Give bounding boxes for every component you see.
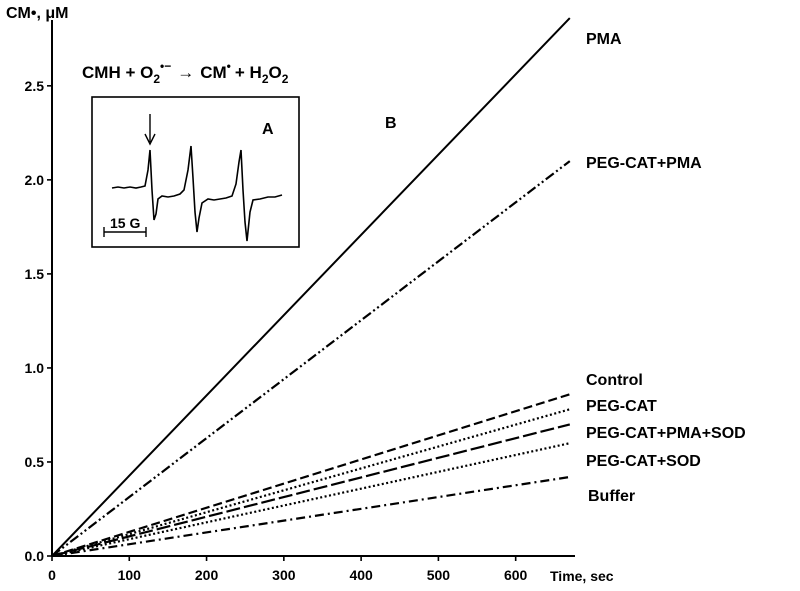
series-line-peg-cat-pma-sod: [51, 423, 571, 558]
reaction-equation: CMH + O2•− → CM• + H2O2: [82, 59, 289, 86]
y-tick-label: 2.0: [25, 172, 45, 188]
y-tick-label: 2.5: [25, 78, 45, 94]
inset-epr-spectrum: A 15 G: [91, 96, 300, 248]
series-label-peg-cat-sod: PEG-CAT+SOD: [586, 453, 701, 470]
x-ticks: 0 100 200 300 400 500 600: [48, 556, 528, 583]
series-line-buffer: [51, 475, 570, 558]
x-axis-label: Time, sec: [550, 568, 614, 584]
scale-bar-label: 15 G: [110, 215, 140, 231]
y-tick-label: 0.0: [25, 548, 45, 564]
x-tick-label: 600: [504, 567, 528, 583]
y-tick-label: 0.5: [25, 454, 45, 470]
x-tick-label: 200: [195, 567, 219, 583]
series-labels: PMA PEG-CAT+PMA Control PEG-CAT PEG-CAT+PMA+…: [586, 31, 746, 505]
x-tick-label: 400: [349, 567, 373, 583]
y-tick-label: 1.5: [25, 266, 45, 282]
peak-arrow-head-icon: [144, 133, 156, 146]
series-line-pma: [51, 17, 571, 557]
x-tick-label: 500: [427, 567, 451, 583]
series-label-control: Control: [586, 372, 643, 389]
x-tick-label: 300: [272, 567, 296, 583]
series-line-peg-cat: [51, 408, 571, 558]
y-ticks: 0.0 0.5 1.0 1.5 2.0 2.5: [25, 78, 52, 564]
series-label-peg-cat-pma-sod: PEG-CAT+PMA+SOD: [586, 425, 746, 442]
y-axis-label: CM•, μM: [6, 5, 69, 22]
series-label-peg-cat-pma: PEG-CAT+PMA: [586, 155, 702, 172]
y-tick-label: 1.0: [25, 360, 45, 376]
inset-label-a: A: [262, 121, 274, 138]
x-tick-label: 100: [118, 567, 142, 583]
series-label-pma: PMA: [586, 31, 622, 48]
series-label-buffer: Buffer: [588, 488, 635, 505]
epr-spectrum-trace: [111, 145, 283, 242]
series-line-peg-cat-sod: [51, 442, 571, 558]
series-label-peg-cat: PEG-CAT: [586, 398, 657, 415]
x-tick-label: 0: [48, 567, 56, 583]
series-line-peg-cat-pma: [51, 160, 571, 557]
series-lines: [51, 17, 571, 558]
panel-label-b: B: [385, 115, 397, 132]
